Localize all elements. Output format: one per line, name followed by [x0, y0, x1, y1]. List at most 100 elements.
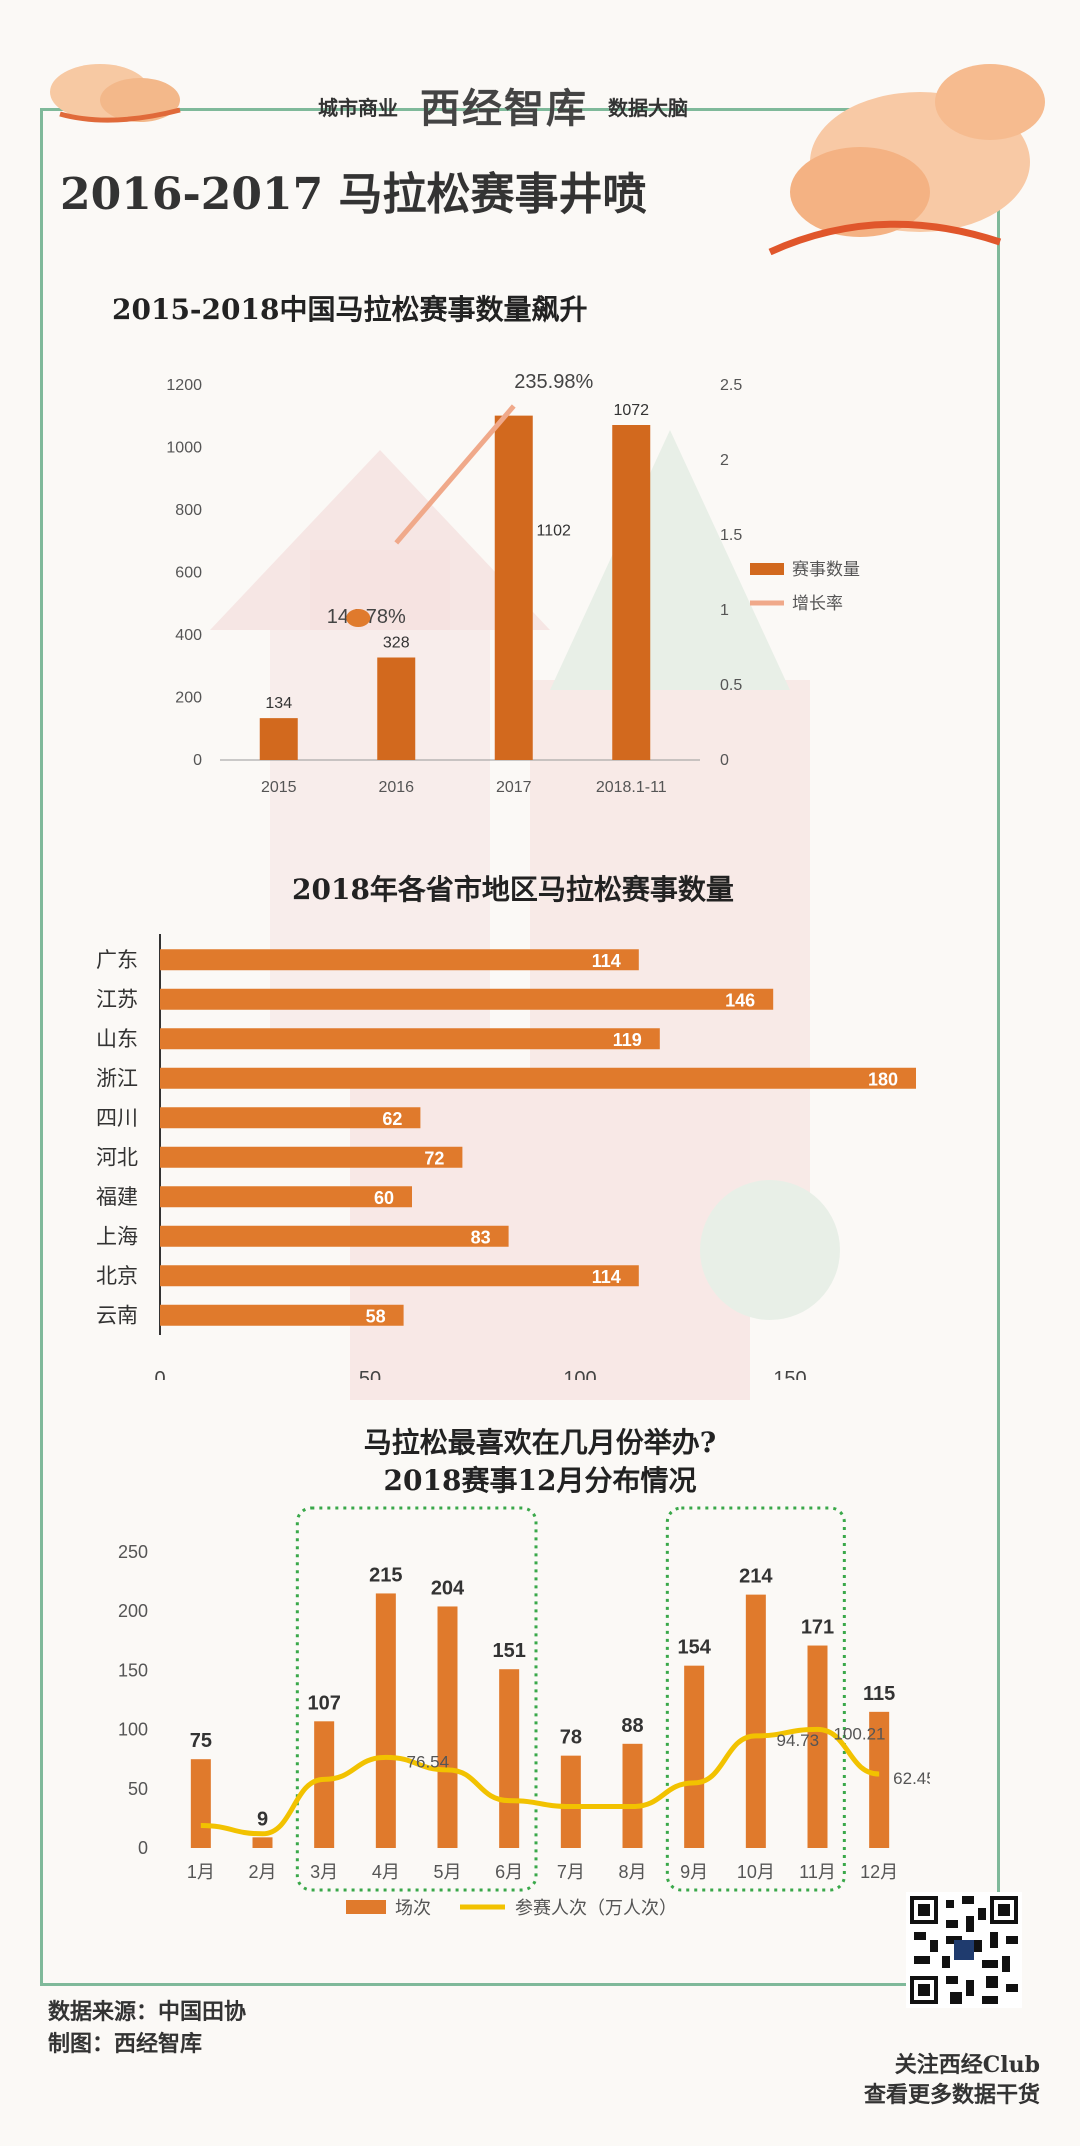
legend-label-races: 场次	[395, 1898, 431, 1918]
bar-福建	[160, 1186, 412, 1208]
bar-2017	[494, 415, 533, 760]
x-tick-label: 2018.1-11	[596, 779, 667, 796]
province-label: 广东	[96, 949, 138, 972]
province-label: 云南	[96, 1304, 138, 1327]
bar-2018.1-11	[612, 425, 651, 760]
bar-value-label: 75	[190, 1730, 212, 1752]
x-tick-label: 7月	[557, 1862, 585, 1882]
participants-value-label: 94.73	[777, 1731, 820, 1750]
x-tick-label: 50	[359, 1368, 381, 1380]
header-right-text: 数据大脑	[608, 96, 688, 120]
bar-value-label: 204	[431, 1577, 465, 1599]
x-tick-label: 2月	[248, 1862, 276, 1882]
x-tick-label: 100	[563, 1368, 596, 1380]
bar-value-label: 60	[374, 1188, 394, 1208]
growth-rate-line	[394, 404, 516, 545]
participants-value-label: 62.45	[893, 1769, 930, 1788]
y-tick-label: 1000	[166, 440, 202, 457]
bar-3月	[314, 1721, 335, 1848]
bar-value-label: 215	[369, 1564, 402, 1586]
brand-logo: 西经智库	[420, 85, 588, 132]
bar-4月	[375, 1593, 396, 1848]
bar-value-label: 114	[592, 1267, 621, 1287]
x-tick-label: 4月	[372, 1862, 400, 1882]
bar-value-label: 151	[492, 1640, 525, 1662]
chart2-title: 2018年各省市地区马拉松赛事数量	[292, 873, 734, 906]
province-label: 上海	[96, 1225, 138, 1248]
legend-swatch-races	[346, 1900, 386, 1914]
x-tick-label: 2016	[378, 779, 414, 796]
page-frame	[40, 108, 1000, 1986]
bar-上海	[160, 1225, 509, 1247]
bar-value-label: 328	[383, 635, 410, 652]
bar-8月	[622, 1743, 643, 1848]
chart3-title-line2: 2018赛事12月分布情况	[383, 1464, 697, 1497]
bar-value-label: 180	[868, 1069, 898, 1089]
bar-value-label: 115	[863, 1683, 895, 1705]
bar-10月	[745, 1594, 766, 1848]
peak-season-highlight	[295, 1506, 538, 1892]
bar-2月	[252, 1837, 273, 1848]
cloud-decoration-right	[768, 64, 1045, 256]
chart1-title: 2015-2018中国马拉松赛事数量飙升	[112, 293, 588, 326]
chart3-title-line1: 马拉松最喜欢在几月份举办?	[363, 1426, 717, 1459]
x-tick-label: 10月	[737, 1862, 775, 1882]
footer-follow: 关注西经Club 查看更多数据干货	[864, 2050, 1040, 2110]
bar-11月	[807, 1645, 828, 1848]
y-tick-label: 0	[138, 1838, 148, 1858]
y-tick-label: 200	[175, 690, 202, 707]
y-tick-label: 50	[128, 1779, 148, 1799]
x-tick-label: 9月	[680, 1862, 708, 1882]
legend-label-participants: 参赛人次（万人次）	[515, 1898, 677, 1918]
participants-line	[200, 1726, 880, 1837]
bar-2016	[377, 657, 416, 760]
x-tick-label: 150	[773, 1368, 806, 1380]
y2-tick-label: 2	[720, 452, 729, 469]
province-label: 江苏	[96, 988, 138, 1011]
bar-value-label: 1102	[537, 523, 572, 540]
y2-tick-label: 1	[720, 602, 729, 619]
qr-code	[906, 1892, 1022, 2008]
y2-tick-label: 0	[720, 752, 729, 769]
bar-云南	[160, 1304, 404, 1326]
bar-value-label: 1072	[613, 402, 649, 419]
bar-1月	[190, 1759, 211, 1848]
bar-value-label: 134	[265, 695, 292, 712]
x-tick-label: 12月	[860, 1862, 898, 1882]
bar-value-label: 88	[621, 1715, 643, 1737]
chart3-title: 马拉松最喜欢在几月份举办? 2018赛事12月分布情况	[0, 1424, 1080, 1500]
bar-value-label: 72	[424, 1148, 444, 1168]
legend-label-growth: 增长率	[792, 594, 843, 613]
y-tick-label: 800	[175, 502, 202, 519]
bar-浙江	[160, 1067, 916, 1089]
x-tick-label: 0	[154, 1368, 165, 1380]
maker-text: 制图：西经智库	[48, 2031, 203, 2057]
follow-text: 关注西经Club	[894, 2052, 1040, 2078]
y2-tick-label: 1.5	[720, 527, 742, 544]
bar-value-label: 78	[560, 1727, 582, 1749]
bar-value-label: 58	[366, 1306, 386, 1326]
bar-北京	[160, 1265, 639, 1287]
bar-value-label: 114	[592, 951, 621, 971]
x-tick-label: 6月	[495, 1862, 523, 1882]
growth-rate-label: 235.98%	[514, 371, 593, 393]
x-tick-label: 11月	[799, 1862, 836, 1882]
growth-marker	[346, 609, 371, 627]
chart1-yearly-races: 0 200 400 600 800 1000 1200 0 0.5 1 1.5 2 2.5 2015 201…	[166, 371, 860, 796]
province-label: 四川	[96, 1107, 138, 1130]
x-tick-label: 2017	[496, 779, 532, 796]
page-title: 2016-2017 马拉松赛事井喷	[60, 169, 647, 220]
bar-广东	[160, 949, 639, 971]
bar-value-label: 107	[307, 1692, 340, 1714]
bar-value-label: 146	[725, 990, 755, 1010]
bar-value-label: 9	[257, 1808, 268, 1830]
province-label: 浙江	[96, 1067, 138, 1090]
bar-2015	[259, 718, 298, 760]
chart3-monthly-races: 0 50 100 150 200 250 75 1月 9 2月 107 3月 215 4月 204 5月 151…	[118, 1506, 930, 1918]
bar-value-label: 83	[471, 1227, 491, 1247]
header-left-text: 城市商业	[318, 96, 398, 120]
legend-swatch-races	[750, 563, 784, 575]
y-tick-label: 150	[118, 1660, 148, 1680]
peak-season-highlight	[665, 1506, 846, 1892]
y2-tick-label: 0.5	[720, 677, 742, 694]
